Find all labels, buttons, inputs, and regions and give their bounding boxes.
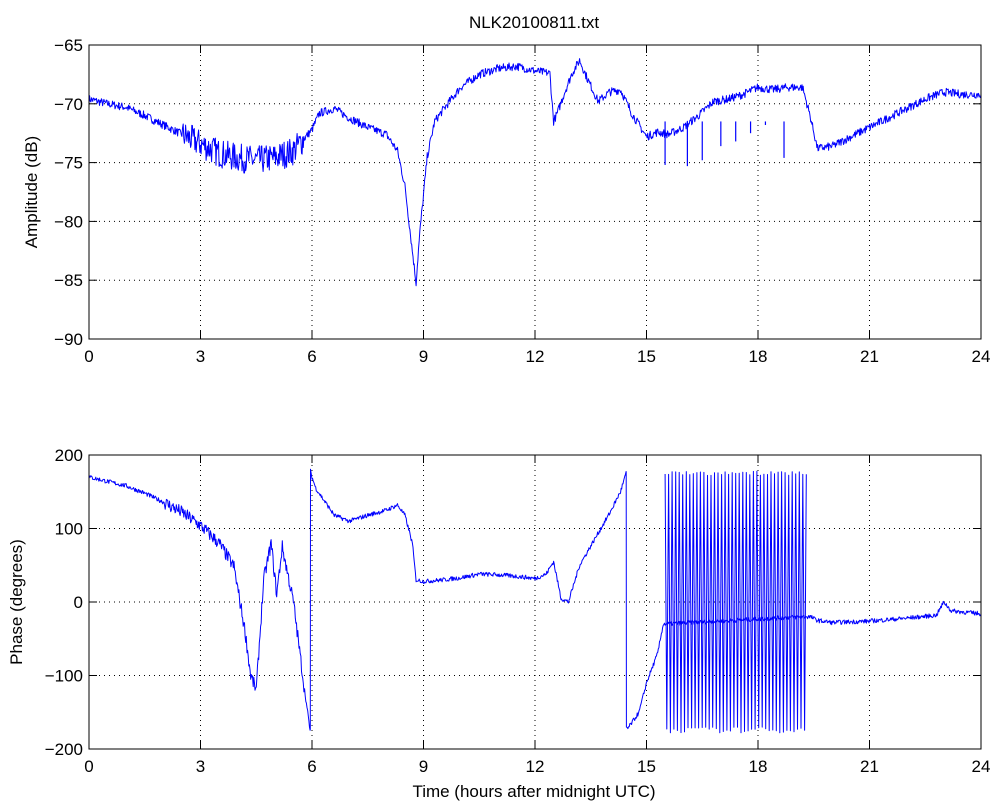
amplitude-ytick-label: −70	[54, 95, 83, 114]
phase-xtick-label: 0	[84, 757, 93, 776]
amplitude-grid	[89, 45, 981, 339]
phase-xtick-label: 12	[526, 757, 545, 776]
phase-xtick-label: 3	[196, 757, 205, 776]
phase-ytick-label: 100	[55, 520, 83, 539]
phase-ytick-label: −100	[45, 667, 83, 686]
amplitude-ytick-label: −80	[54, 212, 83, 231]
phase-xlabel: Time (hours after midnight UTC)	[412, 782, 655, 801]
amplitude-xtick-label: 0	[84, 347, 93, 366]
phase-grid	[89, 455, 981, 749]
amplitude-ytick-label: −65	[54, 36, 83, 55]
phase-series-line	[664, 470, 807, 734]
amplitude-xtick-label: 15	[637, 347, 656, 366]
phase-xtick-label: 9	[419, 757, 428, 776]
amplitude-xtick-label: 21	[860, 347, 879, 366]
amplitude-ylabel: Amplitude (dB)	[22, 136, 41, 248]
phase-ytick-label: −200	[45, 740, 83, 759]
phase-ticks: 0 3 6 9 12 15 18 21 24 200 100 0 −100 −200	[45, 446, 991, 776]
amplitude-xtick-label: 9	[419, 347, 428, 366]
phase-xtick-label: 21	[860, 757, 879, 776]
phase-ytick-label: 0	[74, 593, 83, 612]
phase-ylabel: Phase (degrees)	[7, 539, 26, 665]
phase-xtick-label: 15	[637, 757, 656, 776]
phase-panel: 0 3 6 9 12 15 18 21 24 200 100 0 −100 −200 Phase (deg…	[7, 446, 990, 801]
phase-series-line	[88, 468, 982, 731]
amplitude-series	[88, 58, 982, 287]
amplitude-ytick-label: −90	[54, 330, 83, 349]
phase-xtick-label: 6	[307, 757, 316, 776]
phase-ytick-label: 200	[55, 446, 83, 465]
amplitude-xtick-label: 6	[307, 347, 316, 366]
amplitude-xtick-label: 3	[196, 347, 205, 366]
amplitude-xtick-label: 24	[972, 347, 991, 366]
phase-series	[88, 468, 982, 734]
phase-xtick-label: 24	[972, 757, 991, 776]
amplitude-xtick-label: 12	[526, 347, 545, 366]
amplitude-ytick-label: −85	[54, 271, 83, 290]
amplitude-ticks: 0 3 6 9 12 15 18 21 24 −65 −70 −75 −80 −85 −90	[54, 36, 990, 366]
amplitude-panel: NLK20100811.txt 0 3 6 9 12 15 18 21 24 −65 −70 −75 −…	[22, 13, 990, 366]
amplitude-xtick-label: 18	[749, 347, 768, 366]
chart-title: NLK20100811.txt	[469, 13, 599, 32]
amplitude-ytick-label: −75	[54, 154, 83, 173]
amplitude-series-line	[88, 58, 982, 287]
phase-xtick-label: 18	[749, 757, 768, 776]
